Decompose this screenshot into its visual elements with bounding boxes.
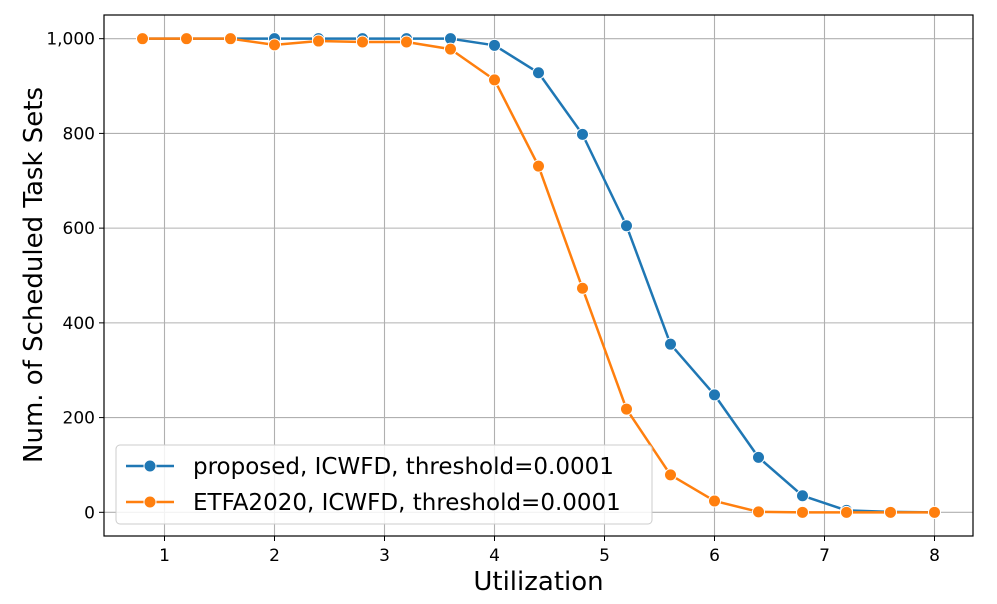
- data-point: [532, 159, 545, 173]
- legend-marker-etfa2020: [143, 495, 157, 509]
- y-tick-label: 0: [84, 503, 95, 523]
- legend-marker-proposed: [143, 459, 157, 473]
- x-axis-label: Utilization: [473, 567, 603, 597]
- data-point: [620, 402, 633, 416]
- x-axis-ticks: 1 2 3 4 5 6 7 8: [159, 536, 940, 566]
- data-point: [224, 32, 237, 46]
- data-point: [180, 32, 193, 46]
- y-tick-label: 1,000: [46, 30, 95, 50]
- data-point: [576, 127, 589, 141]
- data-point: [796, 505, 809, 519]
- data-point: [136, 32, 149, 46]
- x-tick-label: 4: [489, 546, 500, 566]
- legend-frame: [115, 444, 653, 525]
- data-point: [268, 38, 281, 52]
- data-point: [928, 505, 941, 519]
- legend: proposed, ICWFD, threshold=0.0001 ETFA20…: [115, 444, 653, 525]
- data-point: [400, 35, 413, 49]
- data-point: [752, 450, 765, 464]
- x-tick-label: 7: [819, 546, 830, 566]
- data-point: [356, 35, 369, 49]
- data-point: [620, 219, 633, 233]
- y-tick-label: 400: [63, 314, 95, 334]
- data-point: [532, 66, 545, 80]
- data-point: [664, 468, 677, 482]
- y-tick-label: 200: [63, 409, 95, 429]
- series-line-0: [142, 37, 935, 514]
- series-line-1: [142, 37, 935, 514]
- data-point: [752, 505, 765, 519]
- data-point: [488, 73, 501, 87]
- legend-label-proposed: proposed, ICWFD, threshold=0.0001: [193, 454, 614, 480]
- data-point: [884, 505, 897, 519]
- x-tick-label: 5: [599, 546, 610, 566]
- x-tick-label: 6: [709, 546, 720, 566]
- x-tick-label: 2: [269, 546, 280, 566]
- data-point: [840, 505, 853, 519]
- y-tick-label: 800: [63, 124, 95, 144]
- data-point: [576, 281, 589, 295]
- data-point: [488, 38, 501, 52]
- series-layer: [136, 32, 941, 519]
- data-point: [664, 337, 677, 351]
- y-axis-label: Num. of Scheduled Task Sets: [19, 87, 49, 463]
- y-tick-label: 600: [63, 219, 95, 239]
- x-tick-label: 8: [929, 546, 940, 566]
- legend-label-etfa2020: ETFA2020, ICWFD, threshold=0.0001: [193, 490, 621, 516]
- data-point: [796, 489, 809, 503]
- grid: [104, 15, 973, 536]
- data-point: [708, 388, 721, 402]
- y-axis-ticks: 0 200 400 600 800 1,000: [46, 30, 104, 523]
- x-tick-label: 1: [159, 546, 170, 566]
- data-point: [444, 42, 457, 56]
- x-tick-label: 3: [379, 546, 390, 566]
- plot-area-frame: [103, 14, 974, 537]
- data-point: [312, 34, 325, 48]
- data-point: [708, 494, 721, 508]
